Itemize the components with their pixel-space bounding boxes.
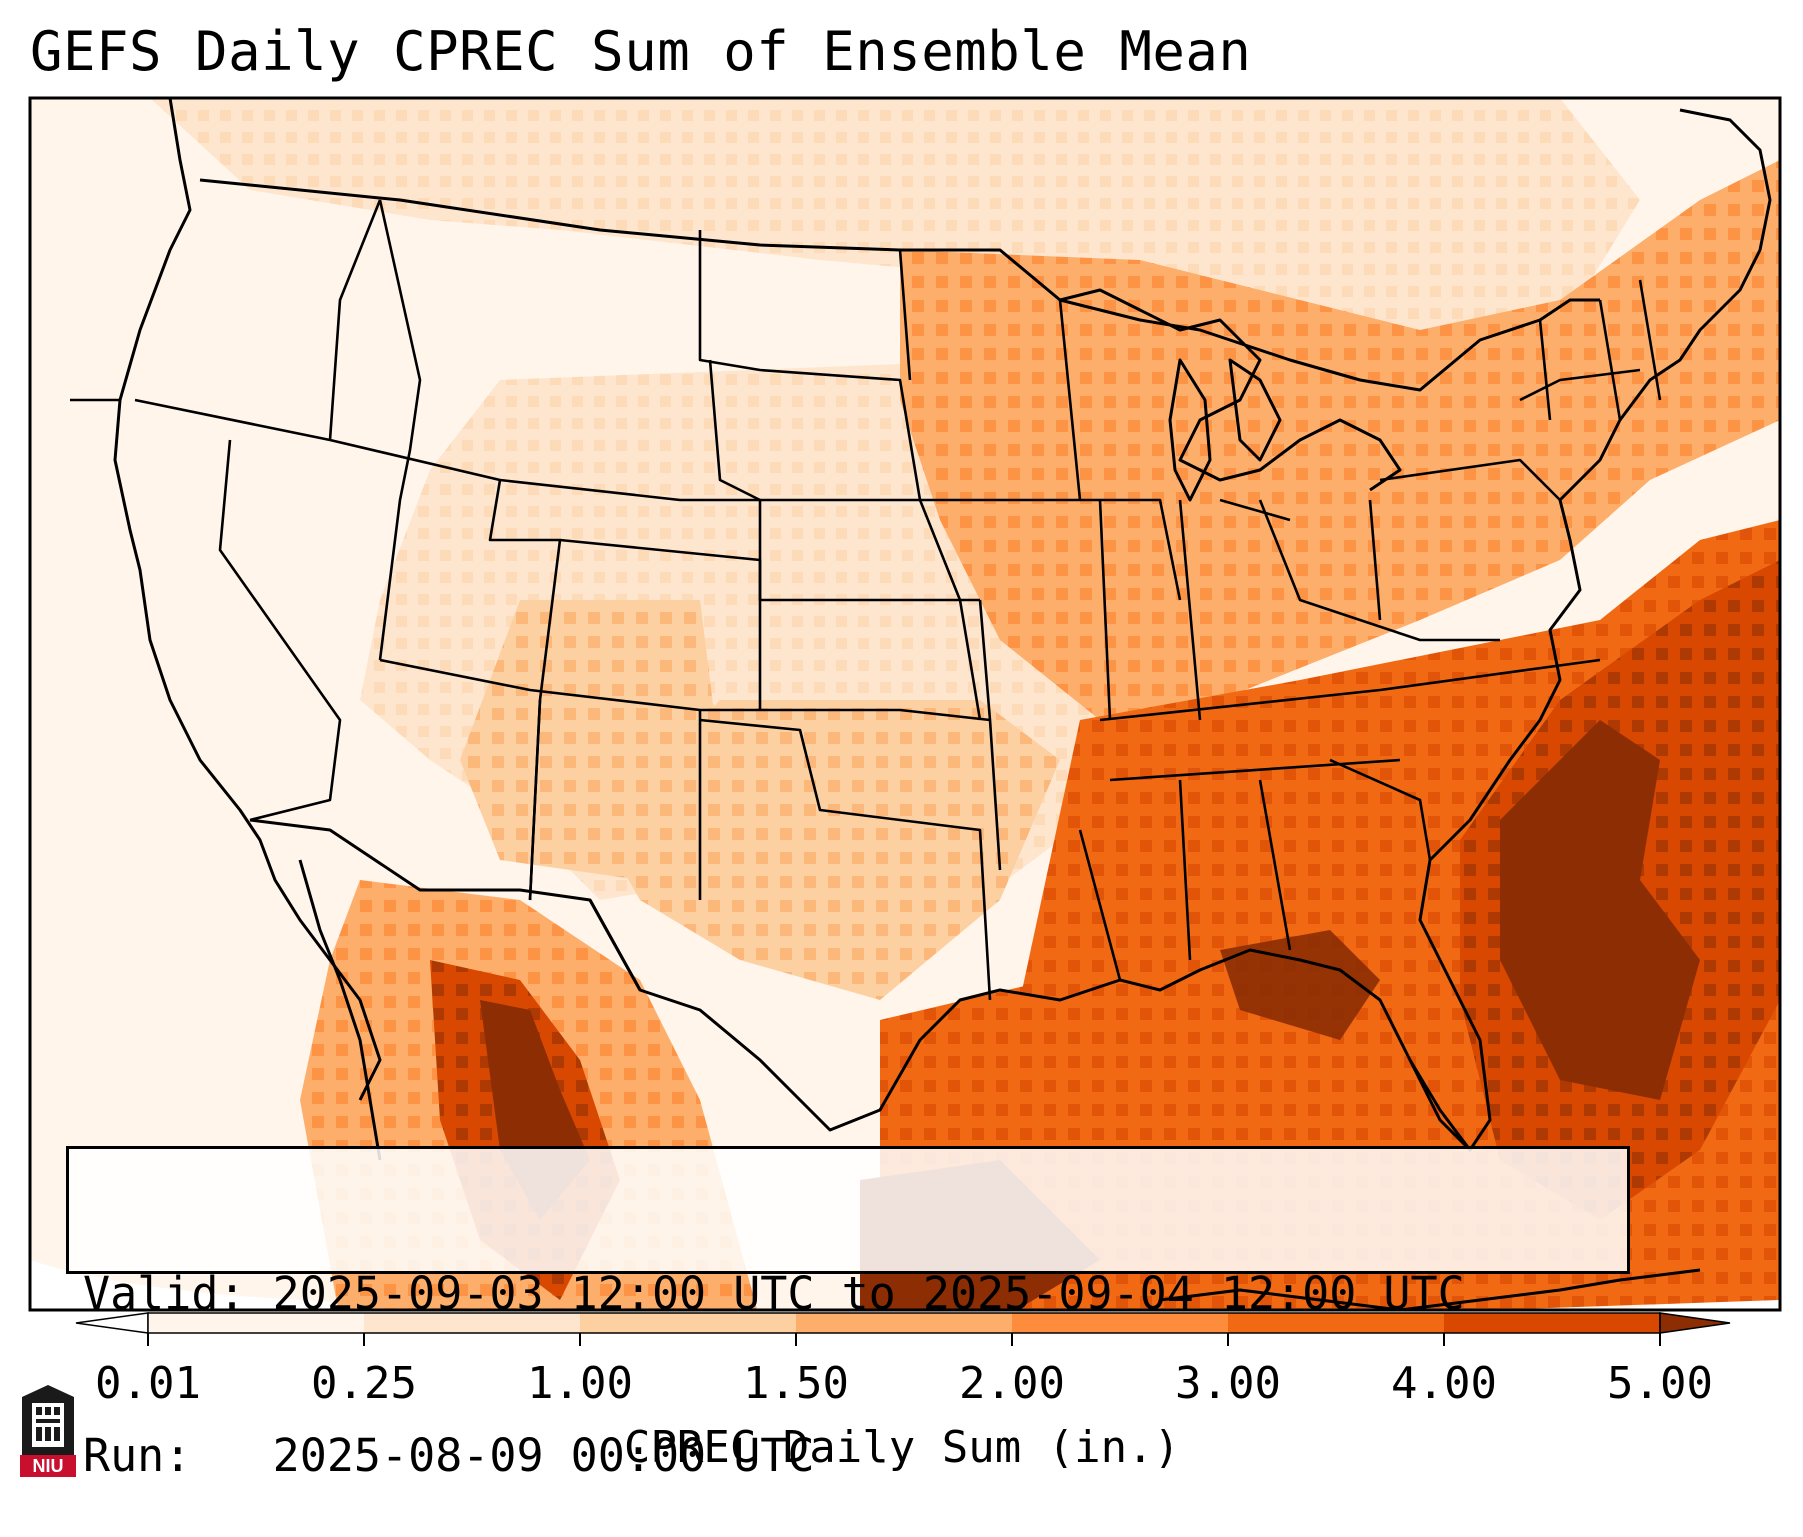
pacific-coastline [113,98,382,1101]
colorbar-tick-label: 1.00 [527,1358,633,1409]
niu-tower-icon [22,1385,74,1455]
precip-southern-plains [600,700,1060,1000]
valid-time: Valid: 2025-09-03 12:00 UTC to 2025-09-0… [83,1267,1465,1320]
map-boundaries [113,98,1772,1310]
colorbar-tick-label: 2.00 [959,1358,1065,1409]
map-title: GEFS Daily CPREC Sum of Ensemble Mean [30,20,1252,83]
colorbar-bin-0 [148,1313,364,1333]
colorbar-bin-2 [580,1313,796,1333]
colorbar-tick-label: 3.00 [1175,1358,1281,1409]
niu-logo: NIU [20,1383,76,1477]
niu-logo-text: NIU [20,1455,76,1477]
colorbar-axis-label: CPREC Daily Sum (in.) [623,1422,1181,1473]
colorbar-over-arrow [1659,1312,1731,1334]
gulf-coastline [588,419,1622,1152]
precip-field [30,98,1780,1310]
state-borders [70,199,1662,1001]
baja-coast [298,859,382,1161]
colorbar [75,1312,1731,1346]
colorbar-tick-label: 0.25 [311,1358,417,1409]
lake-michigan-east [1228,358,1282,462]
northeast-coastline [1618,108,1772,421]
colorbar-bin-1 [364,1313,580,1333]
colorbar-tick-label: 4.00 [1391,1358,1497,1409]
run-time: Run: 2025-08-09 00:00 UTC [83,1429,815,1482]
map-frame [28,96,1782,1312]
mexico-border [249,818,642,991]
colorbar-bin-5 [1228,1313,1444,1333]
lake-michigan [1168,358,1212,502]
precip-gulf-coast-max [1220,930,1380,1040]
colorbar-bin-3 [796,1313,1012,1333]
precip-atlantic-max [1500,720,1700,1100]
cuba-coast [1159,1268,1701,1310]
precip-northwest-band [150,98,1640,330]
florida-peninsula [1408,1059,1472,1152]
colorbar-bin-4 [1012,1313,1228,1333]
colorbar-bin-6 [1444,1313,1660,1333]
valid-run-info-box: Valid: 2025-09-03 12:00 UTC to 2025-09-0… [66,1146,1630,1482]
colorbar-ticks [147,1333,1661,1346]
colorbar-tick-label: 0.01 [95,1358,201,1409]
colorbar-tick-label: 1.50 [743,1358,849,1409]
colorbar-tick-label: 5.00 [1607,1358,1713,1409]
precip-four-corners [460,600,720,880]
great-lakes [1059,288,1402,492]
